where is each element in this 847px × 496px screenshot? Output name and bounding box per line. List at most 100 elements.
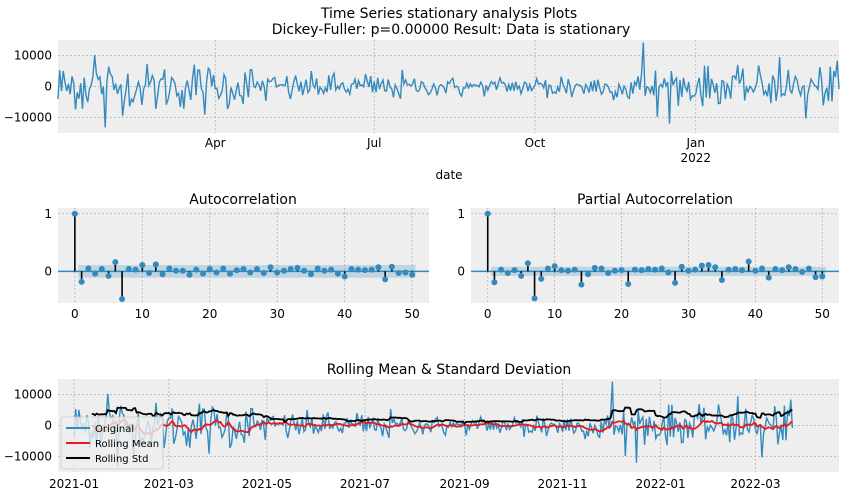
pacf-point — [605, 270, 612, 277]
acf-point — [395, 270, 402, 277]
timeseries-y-ticks: 10000 0 −10000 — [4, 49, 52, 125]
acf-point — [146, 270, 153, 277]
acf-point — [85, 265, 92, 272]
timeseries-y-tick-label: −10000 — [4, 111, 52, 125]
acf-point — [280, 267, 287, 274]
pacf-point — [738, 267, 745, 274]
acf-point — [119, 295, 126, 302]
acf-point — [307, 271, 314, 278]
acf-point — [240, 266, 247, 273]
timeseries-y-tick-label: 0 — [44, 80, 52, 94]
pacf-point — [752, 267, 759, 274]
acf-point — [200, 270, 207, 277]
pacf-point — [698, 262, 705, 269]
pacf-point — [645, 266, 652, 273]
timeseries-x-tick-label: Jul — [366, 136, 381, 150]
acf-y-tick-label: 1 — [44, 207, 52, 221]
pacf-point — [625, 281, 632, 287]
pacf-point — [518, 272, 525, 279]
acf-plot-area — [58, 208, 429, 303]
timeseries-x-tick-label: Apr — [205, 136, 226, 150]
pacf-point — [491, 279, 498, 286]
pacf-point — [785, 264, 792, 271]
pacf-point — [598, 265, 605, 272]
acf-point — [193, 266, 200, 273]
pacf-point — [692, 266, 699, 273]
legend-rolling-std-label: Rolling Std — [95, 454, 148, 465]
acf-point — [213, 269, 220, 276]
pacf-point — [745, 258, 752, 265]
acf-point — [321, 267, 328, 274]
pacf-point — [511, 267, 518, 274]
pacf-point — [759, 265, 766, 272]
timeseries-line — [57, 42, 840, 128]
acf-x-tick-label: 20 — [202, 307, 217, 321]
rolling-x-tick-label: 2021-03 — [144, 477, 194, 491]
acf-point — [301, 267, 308, 274]
pacf-point — [611, 267, 618, 274]
pacf-point — [558, 267, 565, 274]
pacf-point — [618, 267, 625, 274]
acf-point — [260, 270, 267, 277]
pacf-point — [665, 269, 672, 276]
pacf-point — [551, 263, 558, 270]
pacf-point — [504, 270, 511, 277]
pacf-y-tick-label: 0 — [457, 264, 465, 278]
acf-point — [206, 266, 213, 273]
pacf-point — [498, 266, 505, 273]
acf-point — [179, 267, 186, 274]
acf-point — [253, 266, 260, 273]
timeseries-x-label: date — [435, 168, 462, 182]
rolling-y-tick-label: −10000 — [4, 450, 52, 464]
pacf-point — [585, 271, 592, 278]
rolling-x-tick-label: 2022-03 — [730, 477, 780, 491]
rolling-x-tick-label: 2021-01 — [49, 477, 99, 491]
acf-point — [314, 265, 321, 272]
pacf-point — [571, 266, 578, 273]
acf-point — [361, 267, 368, 274]
acf-x-tick-label: 10 — [135, 307, 150, 321]
acf-point — [186, 271, 193, 278]
figure-title-line1: Time Series stationary analysis Plots — [320, 6, 577, 22]
timeseries-series-line — [57, 42, 840, 128]
pacf-point — [591, 264, 598, 271]
acf-point — [388, 263, 395, 270]
acf-point — [105, 272, 112, 279]
acf-point — [267, 264, 274, 271]
acf-point — [368, 266, 375, 273]
pacf-x-tick-label: 20 — [614, 307, 629, 321]
pacf-point — [705, 262, 712, 268]
rolling-title: Rolling Mean & Standard Deviation — [327, 362, 572, 378]
timeseries-x-tick-label: Oct — [525, 136, 546, 150]
pacf-point — [812, 274, 819, 281]
pacf-point — [484, 210, 491, 217]
acf-point — [173, 267, 180, 274]
pacf-point — [524, 260, 531, 267]
pacf-point — [538, 275, 545, 282]
acf-point — [166, 265, 173, 272]
pacf-x-tick-label: 40 — [748, 307, 763, 321]
acf-point — [220, 265, 227, 272]
pacf-point — [819, 273, 826, 280]
acf-point — [334, 270, 341, 277]
acf-point — [132, 266, 139, 273]
pacf-point — [531, 295, 538, 302]
pacf-point — [805, 265, 812, 272]
rolling-y-tick-label: 0 — [44, 419, 52, 433]
rolling-x-tick-label: 2021-11 — [538, 477, 588, 491]
acf-point — [71, 210, 78, 217]
pacf-point — [685, 267, 692, 274]
rolling-x-tick-label: 2022-01 — [636, 477, 686, 491]
acf-point — [375, 264, 382, 271]
timeseries-x-tick-sublabel: 2022 — [680, 151, 711, 165]
timeseries-y-tick-label: 10000 — [14, 49, 52, 63]
acf-point — [78, 278, 85, 285]
rolling-legend: Original Rolling Mean Rolling Std — [60, 416, 164, 470]
acf-point — [409, 271, 416, 278]
pacf-x-tick-label: 0 — [484, 307, 492, 321]
acf-point — [233, 267, 240, 274]
acf-title: Autocorrelation — [189, 192, 297, 208]
